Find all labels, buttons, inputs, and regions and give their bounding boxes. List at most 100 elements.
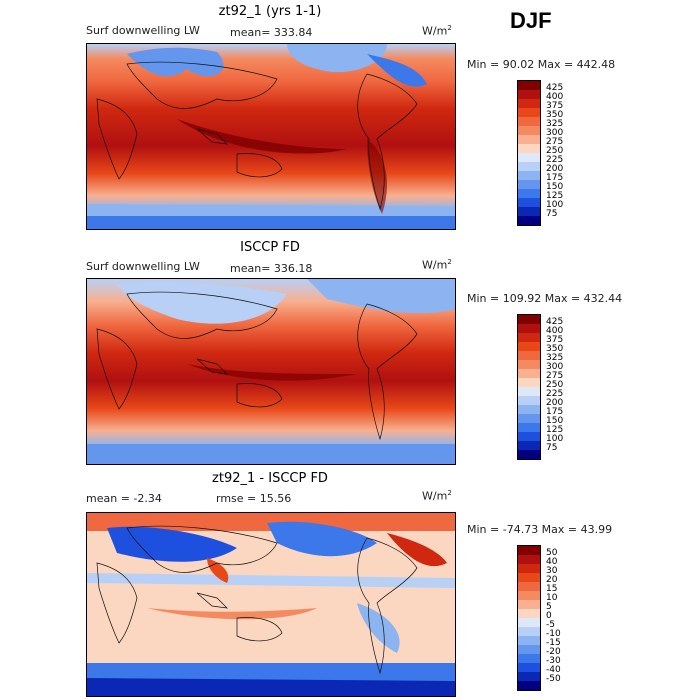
panel3-colorbar-bin — [518, 627, 540, 636]
panel3-colorbar-bin — [518, 654, 540, 663]
panel3-colorbar-bin — [518, 663, 540, 672]
panel1-tick: 175 — [546, 173, 564, 183]
panel2-tick: 350 — [546, 344, 564, 354]
panel3-tick: -30 — [546, 656, 561, 666]
panel2-map — [86, 278, 456, 465]
panel3-tick: 5 — [546, 602, 552, 612]
panel3-title: zt92_1 - ISCCP FD — [212, 471, 328, 486]
panel2-tick: 250 — [546, 380, 564, 390]
panel1-colorbar-bin — [518, 135, 540, 144]
panel3-mean: mean = -2.34 — [86, 492, 162, 505]
panel3-rmse: rmse = 15.56 — [216, 492, 292, 505]
panel1-colorbar-bin — [518, 153, 540, 162]
panel3-tick: 15 — [546, 584, 558, 594]
panel2-colorbar-bin — [518, 405, 540, 414]
panel2-colorbar-bin — [518, 351, 540, 360]
panel2-tick: 300 — [546, 362, 564, 372]
panel1-tick: 250 — [546, 146, 564, 156]
panel2-colorbar-bin — [518, 441, 540, 450]
panel3-tick: 30 — [546, 566, 558, 576]
panel1-map — [86, 43, 456, 230]
season-label: DJF — [510, 8, 552, 33]
panel2-title: ISCCP FD — [240, 240, 300, 255]
panel3-colorbar-bin — [518, 564, 540, 573]
panel1-colorbar-bin — [518, 81, 540, 90]
panel2-tick: 75 — [546, 443, 558, 453]
panel3-tick: 10 — [546, 593, 558, 603]
panel1-variable: Surf downwelling LW — [86, 24, 200, 37]
panel3-tick: -15 — [546, 638, 561, 648]
panel1-tick: 150 — [546, 182, 564, 192]
panel3-tick: 50 — [546, 548, 558, 558]
panel3-colorbar-bin — [518, 636, 540, 645]
panel3-colorbar-bin — [518, 618, 540, 627]
panel1-colorbar-bin — [518, 126, 540, 135]
panel1-mean: mean= 333.84 — [230, 26, 313, 39]
panel3-colorbar-bin — [518, 546, 540, 555]
panel2-map-svg — [87, 279, 455, 464]
panel1-colorbar-bin — [518, 207, 540, 216]
panel1-colorbar-bin — [518, 117, 540, 126]
panel3-map — [86, 512, 456, 697]
panel2-tick: 100 — [546, 434, 564, 444]
panel2-colorbar-bin — [518, 315, 540, 324]
panel3-tick: -20 — [546, 647, 561, 657]
panel1-tick: 125 — [546, 191, 564, 201]
panel3-tick: -40 — [546, 665, 561, 675]
panel1-tick: 100 — [546, 200, 564, 210]
panel2-mean: mean= 336.18 — [230, 262, 313, 275]
panel3-tick: 40 — [546, 557, 558, 567]
panel3-units: W/m2 — [422, 489, 452, 503]
panel3-map-svg — [87, 513, 455, 696]
panel3-colorbar — [517, 545, 541, 691]
panel1-colorbar-bin — [518, 189, 540, 198]
panel2-tick: 175 — [546, 407, 564, 417]
panel2-colorbar-bin — [518, 396, 540, 405]
panel1-tick: 225 — [546, 155, 564, 165]
panel1-colorbar-bin — [518, 108, 540, 117]
panel2-tick: 150 — [546, 416, 564, 426]
panel1-tick: 200 — [546, 164, 564, 174]
panel1-title: zt92_1 (yrs 1-1) — [218, 4, 322, 19]
panel3-colorbar-bin — [518, 645, 540, 654]
panel3-colorbar-bin — [518, 681, 540, 690]
panel2-tick: 225 — [546, 389, 564, 399]
panel2-tick: 125 — [546, 425, 564, 435]
panel3-minmax: Min = -74.73 Max = 43.99 — [467, 523, 613, 536]
panel1-colorbar-bin — [518, 198, 540, 207]
panel1-tick: 75 — [546, 209, 558, 219]
panel2-colorbar-bin — [518, 423, 540, 432]
panel2-tick: 375 — [546, 335, 564, 345]
panel3-colorbar-bin — [518, 672, 540, 681]
panel1-colorbar-bin — [518, 180, 540, 189]
panel2-colorbar-bin — [518, 333, 540, 342]
panel2-colorbar-bin — [518, 342, 540, 351]
panel1-tick: 275 — [546, 137, 564, 147]
panel1-colorbar-bin — [518, 216, 540, 225]
panel2-colorbar-bin — [518, 432, 540, 441]
panel1-tick: 375 — [546, 101, 564, 111]
panel1-colorbar-bin — [518, 99, 540, 108]
panel2-colorbar-bin — [518, 360, 540, 369]
panel1-minmax: Min = 90.02 Max = 442.48 — [467, 58, 616, 71]
panel3-tick: -5 — [546, 620, 555, 630]
panel1-units: W/m2 — [422, 24, 452, 38]
panel3-tick: 20 — [546, 575, 558, 585]
panel3-colorbar-bin — [518, 591, 540, 600]
panel1-tick: 425 — [546, 83, 564, 93]
panel2-colorbar-bin — [518, 378, 540, 387]
panel1-colorbar-bin — [518, 162, 540, 171]
panel1-tick: 325 — [546, 119, 564, 129]
panel3-tick: 0 — [546, 611, 552, 621]
panel2-colorbar-bin — [518, 450, 540, 459]
panel2-colorbar-bin — [518, 414, 540, 423]
panel1-tick: 350 — [546, 110, 564, 120]
panel2-colorbar — [517, 314, 541, 460]
panel2-variable: Surf downwelling LW — [86, 260, 200, 273]
panel3-tick: -10 — [546, 629, 561, 639]
panel3-colorbar-bin — [518, 582, 540, 591]
panel1-map-svg — [87, 44, 455, 229]
panel2-tick: 275 — [546, 371, 564, 381]
panel1-tick: 300 — [546, 128, 564, 138]
panel1-tick: 400 — [546, 92, 564, 102]
